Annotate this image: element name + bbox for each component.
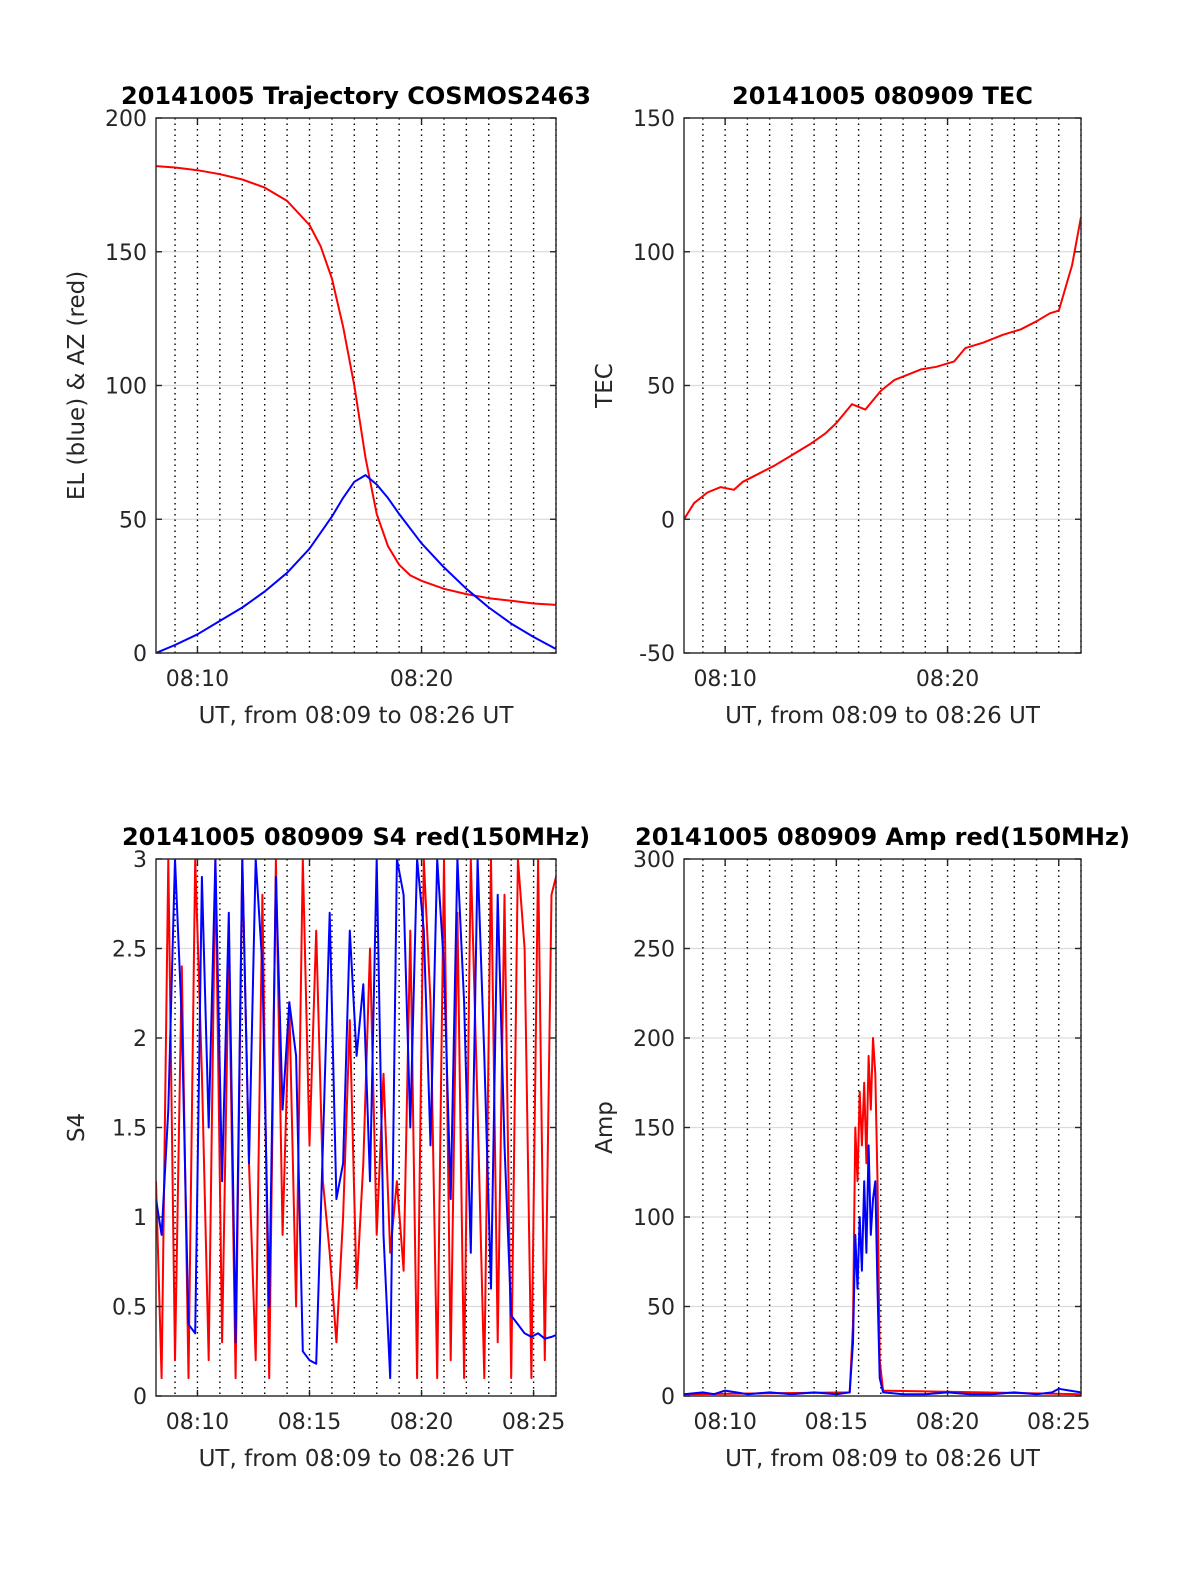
y-axis-label: TEC	[592, 363, 618, 409]
chart-panel-3: 0 0.5 1 1.5 2 2.5 3 08:10 08:15 08:20 08:25 2014100…	[64, 823, 590, 1472]
series-line-1	[156, 165, 556, 606]
chart-panel-2: -50 0 50 100 150 08:10 08:20 20141005 080909 TE…	[592, 82, 1082, 729]
series-line-1	[156, 859, 556, 1380]
y-tick-label: 200	[105, 107, 147, 132]
x-axis-label: UT, from 08:09 to 08:26 UT	[725, 703, 1041, 729]
chart-title: 20141005 080909 Amp red(150MHz)	[635, 823, 1130, 851]
x-tick-label: 08:10	[693, 667, 756, 692]
x-tick-label: 08:25	[1027, 1410, 1090, 1435]
y-tick-label: 0	[661, 1385, 675, 1410]
y-tick-label: 2	[133, 1027, 147, 1052]
x-tick-label: 08:20	[916, 667, 979, 692]
y-axis-label: S4	[64, 1113, 90, 1142]
y-tick-label: 150	[633, 107, 675, 132]
x-axis-label: UT, from 08:09 to 08:26 UT	[199, 1446, 515, 1472]
chart-panel-4: 0 50 100 150 200 250 300 08:10 08:15 08:20 08:25 20…	[592, 823, 1130, 1472]
y-tick-label: 300	[633, 848, 675, 873]
x-tick-label: 08:10	[166, 667, 229, 692]
y-tick-label: 150	[633, 1117, 675, 1142]
series-line-2	[156, 474, 556, 653]
y-tick-label: 1.5	[112, 1117, 147, 1142]
series-line-2	[156, 859, 556, 1380]
series-line-1	[684, 216, 1081, 520]
x-tick-label: 08:10	[166, 1410, 229, 1435]
series-line-1	[684, 1037, 1081, 1396]
chart-title: 20141005 080909 TEC	[732, 82, 1033, 110]
y-tick-label: 200	[633, 1027, 675, 1052]
y-tick-label: 100	[633, 241, 675, 266]
y-tick-label: 1	[133, 1206, 147, 1231]
x-tick-label: 08:25	[502, 1410, 565, 1435]
x-axis-label: UT, from 08:09 to 08:26 UT	[199, 703, 515, 729]
y-axis-label: Amp	[592, 1101, 618, 1154]
y-tick-label: 0	[133, 1385, 147, 1410]
series-line-2	[684, 1144, 1081, 1396]
y-tick-label: 100	[105, 375, 147, 400]
x-tick-label: 08:20	[390, 1410, 453, 1435]
x-axis-label: UT, from 08:09 to 08:26 UT	[725, 1446, 1041, 1472]
y-tick-label: 50	[119, 508, 147, 533]
x-tick-label: 08:15	[805, 1410, 868, 1435]
x-tick-label: 08:15	[278, 1410, 341, 1435]
x-tick-label: 08:20	[916, 1410, 979, 1435]
x-tick-label: 08:10	[693, 1410, 756, 1435]
y-tick-label: 0	[133, 642, 147, 667]
y-tick-label: 50	[647, 1296, 675, 1321]
y-tick-label: 3	[133, 848, 147, 873]
y-axis-label: EL (blue) & AZ (red)	[64, 271, 90, 500]
chart-title: 20141005 Trajectory COSMOS2463	[121, 82, 591, 110]
y-tick-label: 150	[105, 241, 147, 266]
y-tick-label: -50	[639, 642, 675, 667]
y-tick-label: 250	[633, 938, 675, 963]
y-tick-label: 50	[647, 375, 675, 400]
y-tick-label: 100	[633, 1206, 675, 1231]
chart-panel-1: 0 50 100 150 200 08:10 08:20 20141005 Trajector…	[64, 82, 591, 729]
y-tick-label: 2.5	[112, 938, 147, 963]
y-tick-label: 0.5	[112, 1296, 147, 1321]
chart-title: 20141005 080909 S4 red(150MHz)	[122, 823, 590, 851]
y-tick-label: 0	[661, 508, 675, 533]
x-tick-label: 08:20	[390, 667, 453, 692]
